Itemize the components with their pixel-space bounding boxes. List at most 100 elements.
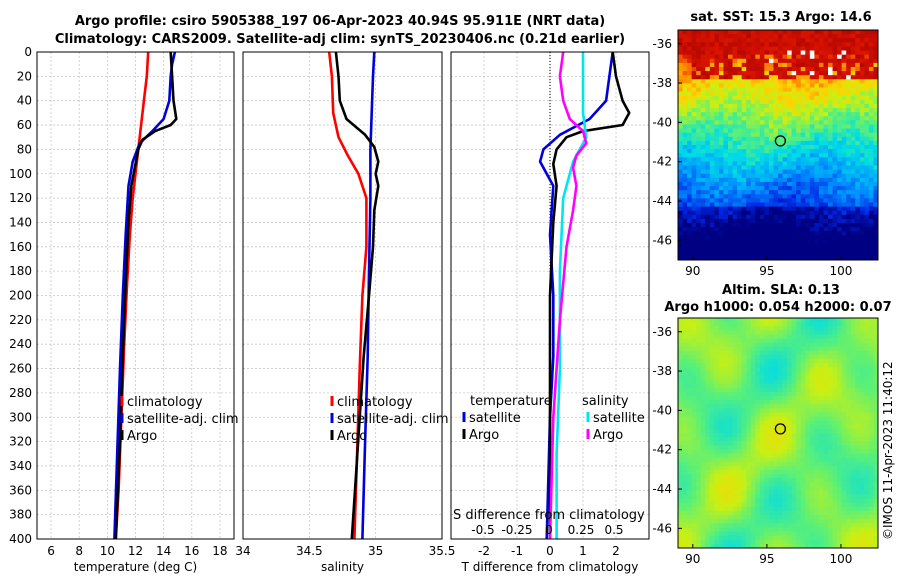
sst-map-cell <box>714 42 720 47</box>
sst-map-cell <box>800 181 806 187</box>
sst-map-cell <box>850 62 856 68</box>
sst-map-cell <box>768 227 774 232</box>
sst-map-cell <box>868 181 874 187</box>
sst-map-cell <box>773 239 779 244</box>
sla-map-cell <box>709 363 715 368</box>
sla-map-cell <box>805 494 811 500</box>
sst-map-cell <box>723 83 729 88</box>
sla-map-cell <box>818 334 824 339</box>
sla-map-cell <box>846 396 852 401</box>
sla-map-cell <box>791 498 797 504</box>
sst-map-cell <box>855 165 861 171</box>
sla-map-cell <box>705 457 711 463</box>
sla-map-cell <box>728 498 733 504</box>
sst-map-cell <box>846 177 852 183</box>
sst-map-cell <box>828 62 833 68</box>
sla-map-cell <box>809 396 815 401</box>
sst-map-cell <box>709 128 715 134</box>
sla-map-cell <box>678 322 683 327</box>
sst-map-cell <box>818 83 824 88</box>
sla-map-cell <box>805 367 811 372</box>
sla-map-cell <box>773 486 779 491</box>
sla-map-cell <box>682 379 688 385</box>
sla-map-cell <box>778 449 783 454</box>
sst-map-cell <box>705 66 711 72</box>
sst-map-cell <box>778 124 783 129</box>
sla-map-cell <box>837 330 843 335</box>
sst-map-cell <box>841 161 847 166</box>
sst-map-cell <box>864 79 870 84</box>
sla-map-cell <box>755 416 761 422</box>
sla-map-cell <box>868 346 874 352</box>
sla-map-cell <box>746 502 752 508</box>
sla-map-cell <box>873 515 879 520</box>
sst-map-cell <box>864 186 870 191</box>
sst-map-cell <box>728 46 733 51</box>
sla-map-cell <box>809 330 815 335</box>
sst-map-cell <box>700 223 706 228</box>
sst-map-cell <box>818 210 824 216</box>
sla-map-cell <box>859 461 865 467</box>
sst-map-cell <box>705 251 711 257</box>
sst-map-cell <box>832 42 838 47</box>
sla-map-cell <box>678 391 683 397</box>
sla-map-cell <box>687 445 693 450</box>
sst-map-cell <box>764 218 770 224</box>
sst-map-cell <box>846 227 852 232</box>
sst-map-cell <box>800 235 806 240</box>
sla-map-cell <box>850 465 856 471</box>
sst-map-cell <box>859 38 865 43</box>
sst-map-cell <box>764 210 770 216</box>
sla-map-cell <box>687 441 693 446</box>
sla-map-cell <box>823 346 829 352</box>
sla-map-cell <box>678 350 683 356</box>
sla-map-cell <box>778 424 783 430</box>
sst-map-cell <box>800 198 806 203</box>
sst-map-cell <box>682 153 688 158</box>
sla-map-cell <box>737 412 743 417</box>
sla-map-cell <box>764 433 770 438</box>
sst-map-cell <box>687 120 693 125</box>
sst-map-cell <box>805 186 811 191</box>
sla-map-cell <box>709 330 715 335</box>
sla-map-cell <box>864 502 870 508</box>
sst-map-cell <box>773 194 779 199</box>
sst-map-cell <box>687 58 693 64</box>
sst-map-cell <box>728 243 733 249</box>
sst-map-cell <box>855 243 861 249</box>
sst-map-cell <box>823 177 829 183</box>
sst-map-cell <box>818 214 824 220</box>
sst-map-cell <box>828 58 833 64</box>
sst-map-cell <box>850 190 856 195</box>
sla-map-cell <box>741 359 747 364</box>
sst-map-cell <box>759 239 765 244</box>
sst-map-cell <box>800 169 806 175</box>
sst-map-cell <box>823 243 829 249</box>
sla-map-cell <box>728 461 733 467</box>
sla-map-cell <box>818 338 824 344</box>
sla-map-cell <box>750 502 756 508</box>
sst-map-cell <box>832 30 838 35</box>
sla-map-cell <box>728 535 733 541</box>
sla-map-cell <box>687 486 693 491</box>
sla-map-cell <box>678 506 683 512</box>
sst-map-cell <box>750 46 756 51</box>
sst-map-cell <box>682 108 688 113</box>
sla-map-cell <box>841 531 847 537</box>
sla-map-cell <box>732 478 738 483</box>
sst-map-cell <box>700 140 706 146</box>
sla-map-cell <box>737 371 743 376</box>
sla-map-cell <box>723 445 729 450</box>
sla-map-cell <box>737 416 743 422</box>
sla-map-cell <box>841 334 847 339</box>
sst-map-cell <box>805 173 811 179</box>
sst-map-cell <box>732 30 738 35</box>
sla-map-cell <box>732 527 738 532</box>
sla-map-cell <box>791 371 797 376</box>
sla-map-cell <box>709 457 715 463</box>
sst-map-cell <box>796 231 802 236</box>
sst-map-cell <box>791 239 797 244</box>
sst-map-cell <box>791 165 797 171</box>
sla-map-cell <box>855 465 861 471</box>
sla-map-cell <box>759 523 765 528</box>
